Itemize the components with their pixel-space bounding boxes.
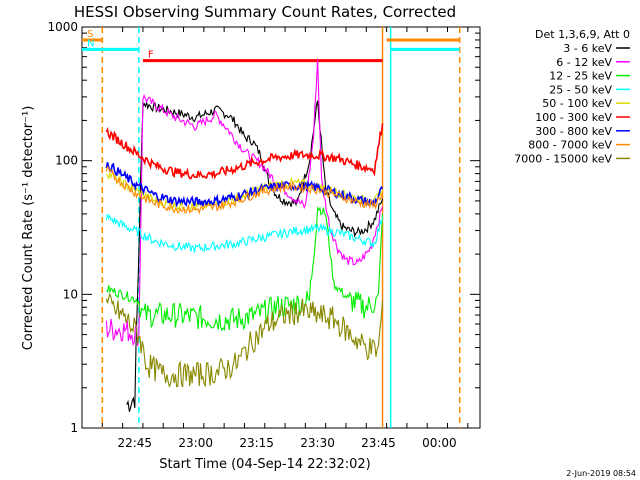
state-bar-label: S bbox=[87, 29, 93, 40]
legend-entry-label: 25 - 50 keV bbox=[549, 83, 612, 96]
legend-entry-label: 3 - 6 keV bbox=[563, 42, 612, 55]
generation-timestamp: 2-Jun-2019 08:54 bbox=[566, 469, 636, 478]
state-bars: SN F bbox=[82, 27, 461, 428]
legend-entry-label: 7000 - 15000 keV bbox=[514, 152, 612, 165]
series-line bbox=[105, 292, 384, 388]
x-axis-label: Start Time (04-Sep-14 22:32:02) bbox=[159, 457, 370, 472]
y-axis-label: Corrected Count Rate (s⁻¹ detector⁻¹) bbox=[21, 106, 36, 351]
axes-ticks bbox=[82, 27, 480, 429]
y-tick-labels: 1 10 100 1000 bbox=[47, 20, 78, 435]
state-bar-label: N bbox=[87, 38, 94, 49]
legend-title: Det 1,3,6,9, Att 0 bbox=[535, 28, 630, 41]
x-tick-label: 23:45 bbox=[361, 436, 396, 450]
legend-entry-label: 6 - 12 keV bbox=[556, 56, 612, 69]
series-lines bbox=[105, 58, 384, 412]
x-tick-label: 23:00 bbox=[178, 436, 213, 450]
legend-entry-label: 300 - 800 keV bbox=[535, 125, 612, 138]
x-tick-label: 22:45 bbox=[117, 436, 152, 450]
x-tick-label: 23:30 bbox=[300, 436, 335, 450]
chart-title: HESSI Observing Summary Count Rates, Cor… bbox=[74, 3, 456, 21]
series-line bbox=[106, 205, 384, 332]
legend-entry-label: 12 - 25 keV bbox=[549, 70, 612, 83]
legend-entry-label: 100 - 300 keV bbox=[535, 111, 612, 124]
series-line bbox=[105, 172, 384, 212]
series-line bbox=[126, 100, 384, 412]
y-tick-label: 10 bbox=[63, 287, 78, 301]
x-tick-labels: 22:45 23:00 23:15 23:30 23:45 00:00 bbox=[117, 436, 456, 450]
legend-entry-label: 800 - 7000 keV bbox=[528, 139, 612, 152]
y-tick-label: 1 bbox=[70, 421, 78, 435]
x-tick-label: 00:00 bbox=[422, 436, 457, 450]
y-tick-label: 1000 bbox=[47, 20, 78, 34]
series-line bbox=[105, 58, 384, 347]
series-line bbox=[105, 165, 384, 215]
series-line bbox=[105, 123, 384, 180]
state-bar-label: F bbox=[148, 50, 154, 61]
series-line bbox=[105, 213, 384, 253]
y-tick-label: 100 bbox=[55, 154, 78, 168]
x-tick-label: 23:15 bbox=[239, 436, 274, 450]
legend-entry-label: 50 - 100 keV bbox=[542, 97, 612, 110]
plot-frame bbox=[81, 26, 481, 429]
